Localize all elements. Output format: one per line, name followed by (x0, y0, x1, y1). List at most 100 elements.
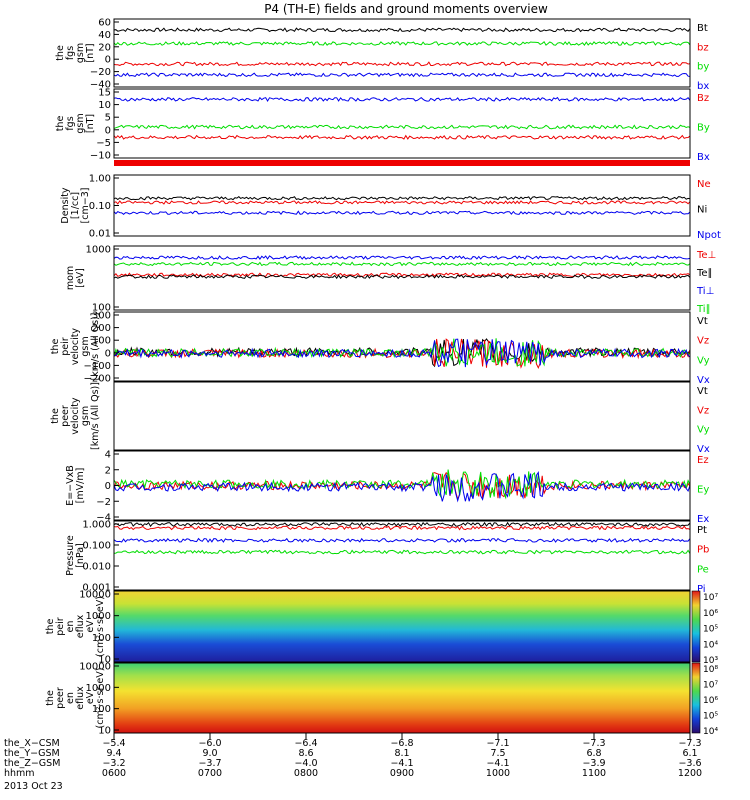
y-axis-label-line: fgs (65, 46, 76, 60)
y-tick-label: 10 (98, 655, 111, 666)
legend-entry: Pe (697, 564, 709, 575)
colorbar-tick-label: 10⁷ (703, 593, 718, 603)
y-tick-label: 5 (105, 113, 111, 124)
panel-frame (113, 88, 691, 159)
panel-7: 4 2 0 −2 −4 E=−VxB[mV/m] Ez Ey Ex (65, 450, 709, 526)
legend-entry: Bt (697, 23, 708, 34)
y-axis-label-line: the (55, 116, 66, 132)
x-tick-label: 6.8 (586, 748, 601, 759)
y-tick-label: −200 (84, 374, 111, 385)
y-axis-label-line: [nPa] (75, 543, 86, 568)
x-tick-label: −4.1 (486, 758, 509, 769)
legend-entry: Vx (697, 375, 710, 386)
colorbar-tick-label: 10⁴ (703, 727, 718, 737)
legend-entry: By (697, 123, 710, 134)
x-tick-label: −6.8 (390, 738, 413, 749)
panel-frame (113, 590, 691, 663)
y-axis-label-line: velocity (70, 397, 81, 435)
x-tick-label: 0600 (102, 768, 126, 779)
spectrogram-9 (114, 591, 690, 662)
y-axis-label-line: gsm (75, 43, 86, 63)
series-line-Npot (113, 210, 691, 215)
x-tick-label: −7.1 (486, 738, 509, 749)
y-tick-label: 0.001 (82, 583, 111, 594)
y-axis-label-line: en (65, 692, 76, 704)
legend-entry: Npot (697, 230, 721, 241)
colorbar-scale (691, 662, 701, 734)
legend-entry: Bx (697, 152, 710, 163)
y-axis-label-line: Density (60, 187, 71, 223)
y-tick-label: −20 (90, 67, 111, 78)
y-tick-label: 1000 (86, 683, 111, 694)
y-tick-label: 40 (98, 30, 111, 41)
date-label: 2013 Oct 23 (4, 781, 63, 792)
panel-4: 1000 100 mom[eV] Te⊥ Te∥ Ti⊥ Ti∥ (65, 245, 716, 316)
y-axis-label-line: [nT] (85, 114, 96, 133)
y-axis-label-line: eV (85, 691, 96, 704)
y-axis-label-line: [km/s (All Qs)] (90, 382, 101, 450)
y-tick-label: 200 (92, 323, 111, 334)
y-axis-label-line: Pressure (65, 535, 76, 576)
flag-bar (114, 160, 690, 166)
y-tick-label: 15 (98, 88, 111, 99)
y-axis-label-line: [mV/m] (75, 468, 86, 504)
y-tick-label: 10000 (79, 590, 111, 601)
y-tick-label: −5 (96, 138, 111, 149)
panel-3: 1.00 0.10 0.01 Density[1/cc][cm−3] Ne Ni Npot (60, 174, 721, 242)
y-axis-label-line: [km/s (All Qs)] (90, 313, 101, 381)
colorbar-tick-label: 10³ (703, 656, 718, 666)
y-axis-label-line: [nT] (85, 43, 96, 62)
y-axis-label-line: eV (85, 620, 96, 633)
y-axis-label-line: gsm (80, 336, 91, 356)
y-axis-label-line: fgs (65, 116, 76, 130)
y-tick-label: −4 (96, 513, 111, 524)
y-tick-label: 0 (105, 348, 111, 359)
y-axis-label: E=−VxB[mV/m] (65, 465, 86, 506)
panel-frame (113, 311, 691, 382)
y-tick-label: 0.01 (89, 229, 111, 240)
colorbar-tick-label: 10⁴ (703, 640, 718, 650)
x-row-label: the_Z−GSM (4, 758, 60, 769)
legend-entry: Vx (697, 444, 710, 455)
spectrogram-10 (114, 663, 690, 733)
panel-8: 1.000 0.100 0.010 0.001 Pressure[nPa] Pt Pb Pe P… (65, 520, 709, 596)
series-line-Ne (113, 200, 691, 205)
colorbar-tick-label: 10⁶ (703, 609, 718, 619)
series-line-Pb (113, 525, 691, 531)
panel-frame (113, 18, 691, 88)
colorbar-tick-label: 10⁵ (703, 625, 718, 635)
y-axis-label-line: the (50, 339, 61, 355)
y-tick-label: 60 (98, 18, 111, 29)
y-tick-label: −100 (84, 361, 111, 372)
legend-entry: Te⊥ (696, 250, 716, 261)
y-axis-label: Density[1/cc][cm−3] (60, 187, 91, 223)
y-tick-label: 1.00 (89, 174, 111, 185)
y-tick-label: 0 (105, 55, 111, 66)
series-line-Ni (113, 196, 691, 201)
colorbar-tick-label: 10⁸ (703, 665, 718, 675)
x-tick-label: −5.4 (102, 738, 125, 749)
y-axis-label-line: (cm²·s·sr·eV) (95, 668, 106, 729)
y-axis-label-line: the (50, 408, 61, 424)
series-line-bx (113, 72, 691, 78)
x-axis-labels: the_X−CSM −5.4 −6.0 −6.4 −6.8 −7.1 −7.3 −7.3 the… (4, 733, 702, 792)
series-line-Bx (113, 96, 691, 102)
y-tick-label: 2 (105, 465, 111, 476)
series-line-Bz (113, 134, 691, 140)
legend-entry: Ey (697, 485, 709, 496)
series-line-Ez (113, 472, 691, 501)
y-axis-label: thepeerenefluxeV(cm²·s·sr·eV) (45, 668, 106, 729)
y-tick-label: 0 (105, 125, 111, 136)
legend-entry: Vz (697, 405, 709, 416)
y-tick-label: 1000 (86, 245, 111, 256)
y-axis-label: thepeirvelocitygsm[km/s (All Qs)] (50, 313, 101, 381)
legend-entry: Pb (697, 545, 709, 556)
legend-entry: Te∥ (696, 268, 713, 279)
legend-entry: bx (697, 81, 709, 92)
y-axis-label: Pressure[nPa] (65, 535, 86, 576)
y-axis-label-line: the (45, 619, 56, 635)
panel-9: 10⁷10⁶10⁵10⁴10³10000100010010thepeirenef… (45, 590, 718, 667)
x-tick-label: −6.4 (294, 738, 317, 749)
